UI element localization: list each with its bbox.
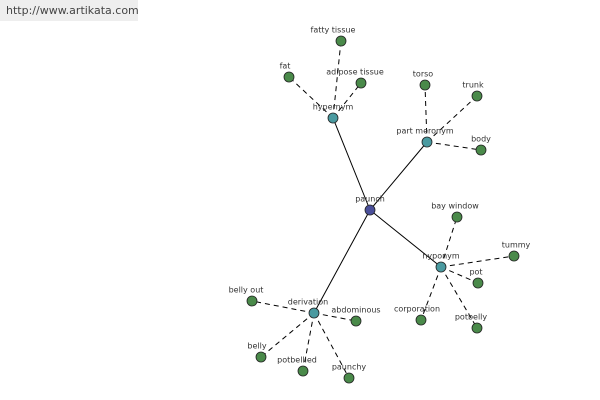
word-node <box>419 79 431 91</box>
node-label: abdominous <box>331 306 380 315</box>
node-label: pot <box>469 268 482 277</box>
word-node <box>451 211 463 223</box>
nodes <box>246 35 520 384</box>
word-node <box>475 144 487 156</box>
word-node <box>471 322 483 334</box>
edge <box>313 209 371 314</box>
node-label: torso <box>413 70 433 79</box>
site-url[interactable]: http://www.artikata.com <box>6 4 139 17</box>
word-node <box>246 295 258 307</box>
word-node <box>415 314 427 326</box>
node-label: fatty tissue <box>311 26 356 35</box>
node-label: derivation <box>288 298 328 307</box>
edge <box>369 209 442 268</box>
word-node <box>283 71 295 83</box>
dashed-edge <box>426 141 482 151</box>
node-label: adipose tissue <box>326 68 384 77</box>
word-node <box>343 372 355 384</box>
node-label: paunchy <box>332 363 367 372</box>
node-label: fat <box>280 62 291 71</box>
relation-node <box>327 112 339 124</box>
dashed-edge <box>440 266 479 284</box>
word-node <box>350 315 362 327</box>
node-label: potbelly <box>455 313 488 322</box>
word-node <box>508 250 520 262</box>
word-node <box>355 77 367 89</box>
node-label: tummy <box>502 241 531 250</box>
word-node <box>471 90 483 102</box>
node-label: paunch <box>355 195 385 204</box>
word-node <box>255 351 267 363</box>
node-label: bay window <box>431 202 479 211</box>
edge <box>369 141 428 211</box>
edges <box>251 40 515 379</box>
relation-node <box>435 261 447 273</box>
node-label: belly <box>247 342 266 351</box>
node-label: body <box>471 135 491 144</box>
dashed-edge <box>424 84 428 143</box>
node-label: part meronym <box>396 127 453 136</box>
word-node <box>472 277 484 289</box>
labels: paunch hypernym part meronym hyponym derivat… <box>229 26 531 372</box>
node-label: corporation <box>394 305 440 314</box>
relation-node <box>308 307 320 319</box>
node-label: trunk <box>462 81 484 90</box>
url-box <box>0 0 138 21</box>
node-label: potbellied <box>277 356 317 365</box>
dashed-edge <box>420 266 442 321</box>
edge <box>332 117 371 211</box>
dashed-edge <box>260 312 315 358</box>
relation-node <box>421 136 433 148</box>
word-node <box>335 35 347 47</box>
dashed-edge <box>313 312 350 379</box>
dashed-edge <box>251 300 315 314</box>
dashed-edge <box>332 82 362 119</box>
dashed-edge <box>313 312 357 322</box>
node-label: hypernym <box>313 103 354 112</box>
root-node <box>364 204 376 216</box>
dashed-edge <box>426 95 478 143</box>
dashed-edge <box>288 76 334 119</box>
dashed-edge <box>302 312 315 372</box>
word-node <box>297 365 309 377</box>
dashed-edge <box>440 266 478 329</box>
dashed-edge <box>440 255 515 268</box>
node-label: hyponym <box>422 252 460 261</box>
dashed-edge <box>332 40 342 119</box>
node-label: belly out <box>229 286 264 295</box>
